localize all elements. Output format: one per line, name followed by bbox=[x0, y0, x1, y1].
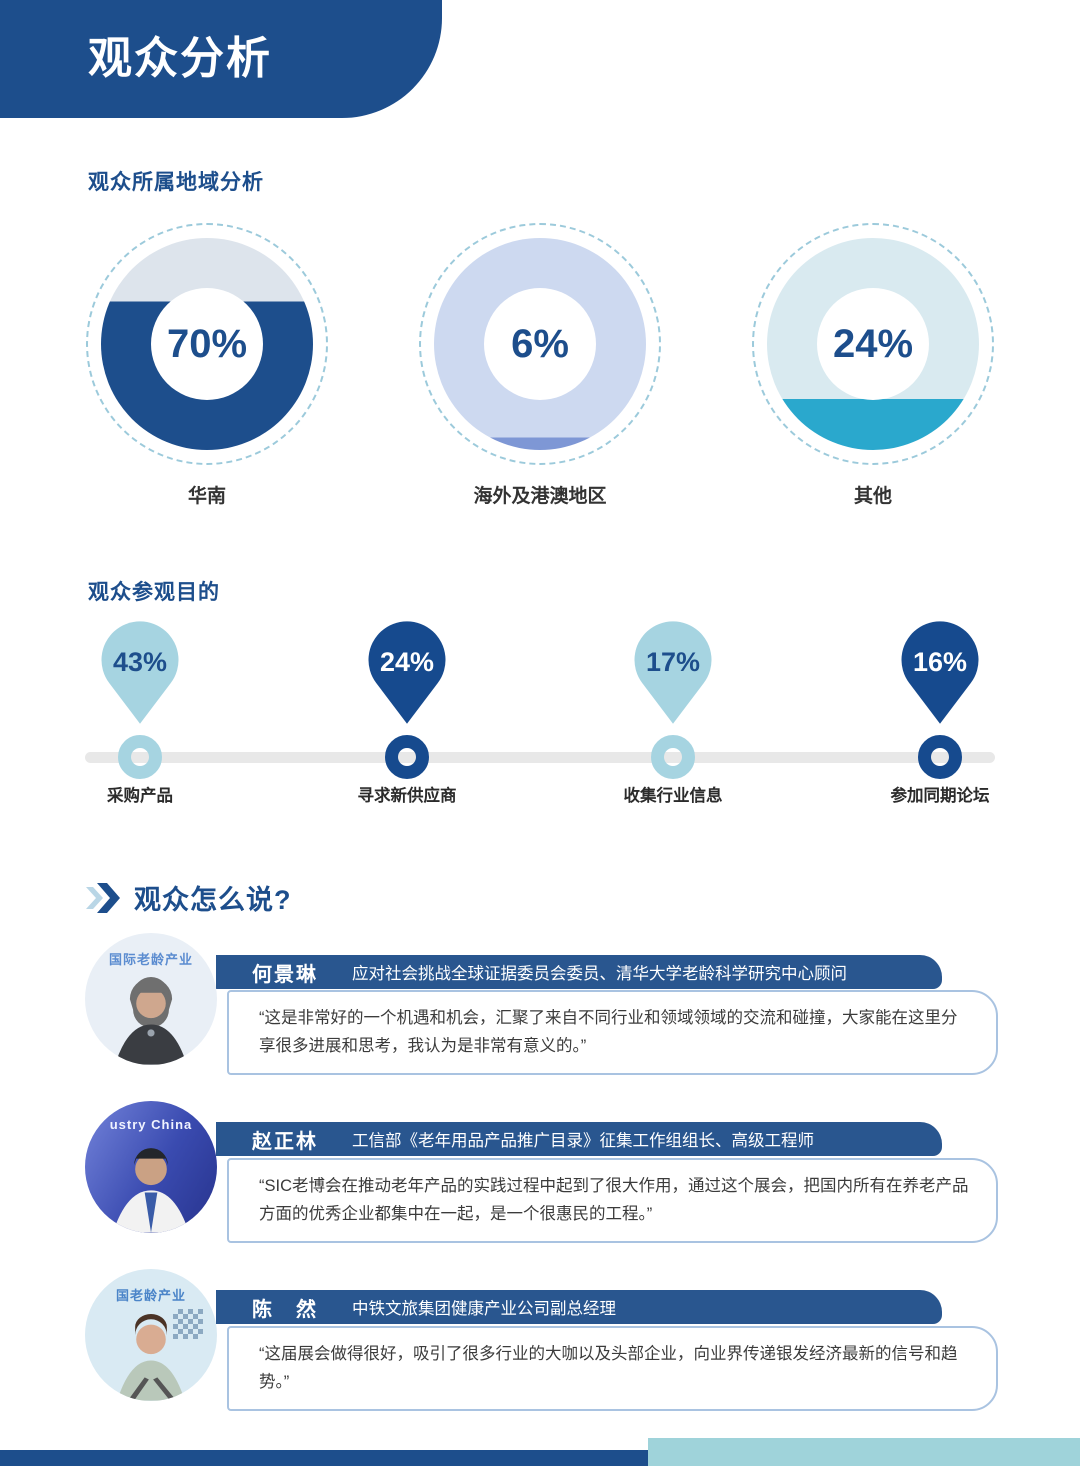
balloon-value: 43% bbox=[113, 647, 167, 677]
speaker-name: 陈 然 bbox=[252, 1298, 318, 1321]
avatar-backdrop-text: 国际老龄产业 bbox=[108, 952, 193, 967]
donut-label: 华南 bbox=[187, 486, 226, 507]
donut-label: 海外及港澳地区 bbox=[473, 486, 607, 507]
dashed-ring bbox=[86, 223, 328, 465]
balloon-marker-purchase: 43% bbox=[85, 619, 195, 725]
balloon-marker-forums: 16% bbox=[885, 619, 995, 725]
speaker-bar: 赵正林 工信部《老年用品产品推广目录》征集工作组组长、高级工程师 bbox=[216, 1122, 942, 1156]
balloon-value: 16% bbox=[913, 647, 967, 677]
donut-value: 70% bbox=[166, 321, 248, 366]
avatar-he-jinglin: 国际老龄产业 bbox=[85, 933, 217, 1065]
dashed-ring bbox=[419, 223, 661, 465]
page-header-banner: 观众分析 bbox=[0, 0, 442, 118]
timeline-node bbox=[918, 735, 962, 779]
avatar-backdrop-text: ustry China bbox=[109, 1117, 193, 1132]
timeline-node bbox=[118, 735, 162, 779]
person-silhouette-icon bbox=[115, 977, 187, 1065]
speaker-name: 何景琳 bbox=[252, 963, 318, 986]
page-title: 观众分析 bbox=[88, 34, 272, 83]
balloon-marker-industry-info: 17% bbox=[618, 619, 728, 725]
timeline-axis bbox=[85, 752, 995, 763]
quote-text: “SIC老博会在推动老年产品的实践过程中起到了很大作用，通过这个展会，把国内所有… bbox=[259, 1177, 969, 1224]
balloon-marker-new-suppliers: 24% bbox=[352, 619, 462, 725]
quote-box: “这届展会做得很好，吸引了很多行业的大咖以及头部企业，向业界传递银发经济最新的信… bbox=[227, 1326, 998, 1411]
double-chevron-icon bbox=[86, 882, 120, 913]
donut-value: 6% bbox=[511, 321, 569, 366]
qr-code-backdrop bbox=[173, 1309, 203, 1339]
voices-section-header: 观众怎么说? bbox=[86, 878, 292, 917]
quote-text: “这届展会做得很好，吸引了很多行业的大咖以及头部企业，向业界传递银发经济最新的信… bbox=[259, 1345, 958, 1392]
speaker-role: 应对社会挑战全球证据委员会委员、清华大学老龄科学研究中心顾问 bbox=[352, 965, 847, 983]
balloon-value: 24% bbox=[380, 647, 434, 677]
speaker-bar: 陈 然 中铁文旅集团健康产业公司副总经理 bbox=[216, 1290, 942, 1324]
donut-hole: 24% bbox=[817, 288, 929, 400]
donut-hole: 70% bbox=[151, 288, 263, 400]
speaker-bar: 何景琳 应对社会挑战全球证据委员会委员、清华大学老龄科学研究中心顾问 bbox=[216, 955, 942, 989]
footer-bar-teal bbox=[648, 1438, 1080, 1466]
footer-bar-dark bbox=[0, 1450, 648, 1466]
donut-hole: 6% bbox=[484, 288, 596, 400]
balloon-value: 17% bbox=[646, 647, 700, 677]
dashed-ring bbox=[752, 223, 994, 465]
person-silhouette-icon bbox=[112, 1148, 190, 1233]
quote-text: “这是非常好的一个机遇和机会，汇聚了来自不同行业和领域领域的交流和碰撞，大家能在… bbox=[259, 1009, 958, 1056]
purpose-section-title: 观众参观目的 bbox=[88, 581, 220, 604]
region-section-title: 观众所属地域分析 bbox=[88, 171, 264, 194]
purpose-label-forums: 参加同期论坛 bbox=[890, 787, 990, 805]
purpose-label-purchase: 采购产品 bbox=[107, 787, 173, 805]
purpose-label-new-suppliers: 寻求新供应商 bbox=[357, 787, 457, 805]
speaker-role: 工信部《老年用品产品推广目录》征集工作组组长、高级工程师 bbox=[352, 1132, 814, 1150]
timeline-node bbox=[651, 735, 695, 779]
avatar-backdrop-text: 国老龄产业 bbox=[115, 1288, 186, 1303]
quote-box: “这是非常好的一个机遇和机会，汇聚了来自不同行业和领域领域的交流和碰撞，大家能在… bbox=[227, 990, 998, 1075]
avatar-zhao-zhenglin: ustry China bbox=[85, 1101, 217, 1233]
donut-label: 其他 bbox=[853, 486, 892, 507]
speaker-name: 赵正林 bbox=[252, 1130, 318, 1153]
purpose-label-industry-info: 收集行业信息 bbox=[623, 787, 723, 805]
donut-value: 24% bbox=[832, 321, 914, 366]
avatar-chen-ran: 国老龄产业 bbox=[85, 1269, 217, 1401]
quote-box: “SIC老博会在推动老年产品的实践过程中起到了很大作用，通过这个展会，把国内所有… bbox=[227, 1158, 998, 1243]
voices-section-title: 观众怎么说? bbox=[134, 885, 292, 915]
timeline-node bbox=[385, 735, 429, 779]
person-silhouette-icon bbox=[117, 1314, 185, 1401]
speaker-role: 中铁文旅集团健康产业公司副总经理 bbox=[352, 1300, 616, 1318]
